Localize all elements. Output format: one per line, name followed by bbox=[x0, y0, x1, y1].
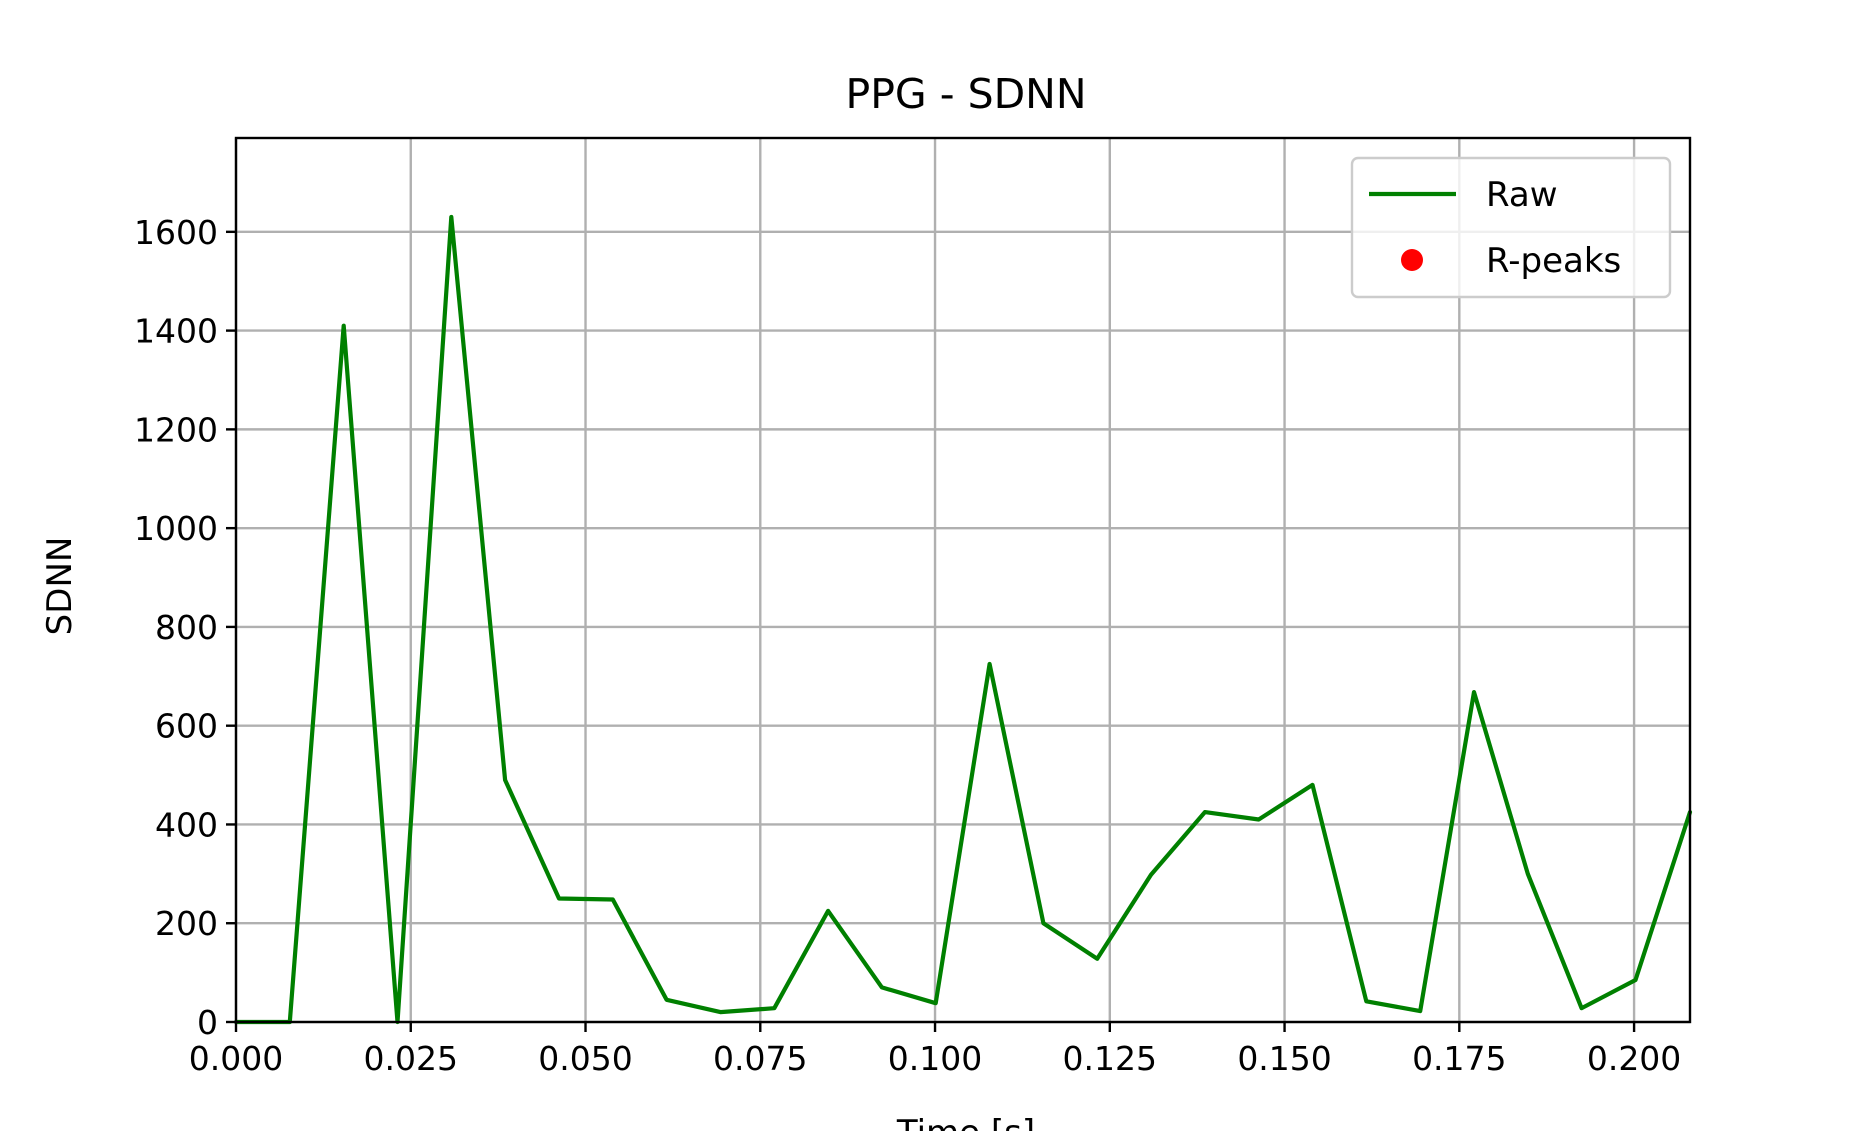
legend-marker-r-peaks bbox=[1401, 249, 1423, 271]
y-tick-label: 200 bbox=[155, 904, 218, 943]
legend-label-r-peaks: R-peaks bbox=[1486, 241, 1621, 281]
x-tick-label: 0.200 bbox=[1587, 1039, 1681, 1078]
y-tick-label: 0 bbox=[197, 1003, 218, 1042]
y-tick-label: 600 bbox=[155, 707, 218, 746]
chart-title: PPG - SDNN bbox=[845, 70, 1086, 118]
y-tick-label: 1400 bbox=[134, 312, 218, 351]
x-tick-label: 0.025 bbox=[364, 1039, 458, 1078]
x-tick-label: 0.150 bbox=[1237, 1039, 1331, 1078]
x-tick-label: 0.175 bbox=[1412, 1039, 1506, 1078]
x-tick-label: 0.050 bbox=[538, 1039, 632, 1078]
x-axis: 0.000 0.025 0.050 0.075 0.100 0.125 0.150 0.175… bbox=[189, 1022, 1681, 1078]
y-tick-label: 800 bbox=[155, 608, 218, 647]
series-line-raw bbox=[233, 214, 1693, 1025]
plot-area bbox=[233, 214, 1693, 1025]
legend: Raw R-peaks bbox=[1350, 156, 1672, 299]
y-tick-label: 1000 bbox=[134, 509, 218, 548]
legend-label-raw: Raw bbox=[1486, 175, 1558, 215]
y-axis-title: SDNN bbox=[40, 537, 80, 636]
x-tick-label: 0.075 bbox=[713, 1039, 807, 1078]
x-tick-label: 0.000 bbox=[189, 1039, 283, 1078]
y-axis: 0 200 400 600 800 1000 1200 1400 1600 bbox=[134, 213, 236, 1042]
y-tick-label: 1200 bbox=[134, 410, 218, 449]
y-tick-label: 400 bbox=[155, 805, 218, 844]
x-axis-title: Time [s] bbox=[896, 1113, 1035, 1131]
plot-frame bbox=[234, 136, 1692, 1024]
x-tick-label: 0.125 bbox=[1063, 1039, 1157, 1078]
x-tick-label: 0.100 bbox=[888, 1039, 982, 1078]
y-tick-label: 1600 bbox=[134, 213, 218, 252]
